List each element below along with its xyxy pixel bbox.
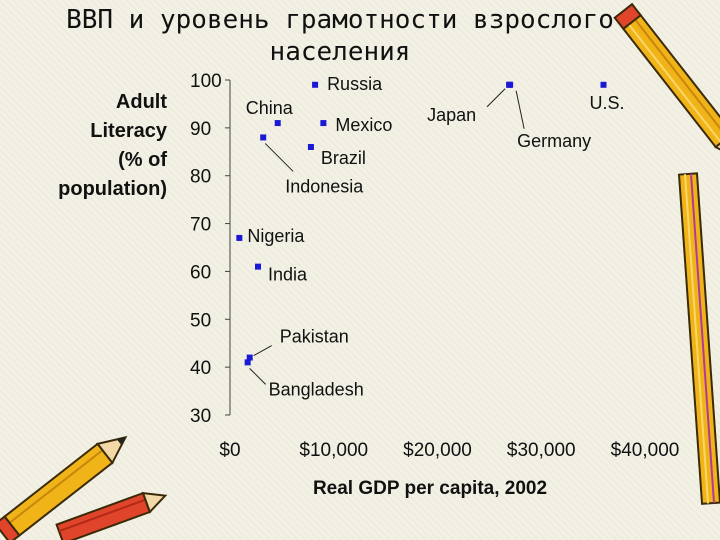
slide-title: ВВП и уровень грамотности взрослого насе… [66,5,614,67]
y-axis-label-line: population) [58,178,167,200]
y-tick-label: 40 [190,358,211,379]
label-leader-line [253,345,272,357]
label-leader-line [249,368,266,385]
scatter-point [600,81,607,88]
pencil-icon [613,2,720,163]
point-label: Germany [517,131,591,151]
scatter-point [320,120,327,127]
x-tick-label: $10,000 [299,440,368,461]
label-leader-line [486,88,506,108]
scatter-point [260,134,267,141]
scatter-point [236,234,243,241]
y-tick-label: 90 [190,119,211,140]
y-tick-label: 50 [190,310,211,331]
y-axis-label-line: Literacy [90,120,167,142]
point-label: Russia [327,74,383,94]
scatter-point [246,354,253,361]
y-axis-label: Adult Literacy (% of population) [58,88,167,204]
y-tick-label: 60 [190,262,211,283]
point-label: China [246,98,294,118]
label-leader-line [264,143,294,172]
x-tick-label: $30,000 [507,440,576,461]
scatter-point [255,263,262,270]
point-label: Nigeria [247,226,305,246]
point-label: Japan [427,105,476,125]
x-axis-label: Real GDP per capita, 2002 [312,478,548,499]
pencil-icon [677,172,720,505]
point-label: Bangladesh [269,379,364,399]
label-leader-line [515,90,525,129]
y-tick-label: 30 [190,406,211,427]
scatter-point [244,359,251,366]
point-label: U.S. [590,93,625,113]
scatter-point [274,120,281,127]
scatter-point [506,81,513,88]
y-tick-label: 80 [190,167,211,188]
x-tick-label: $40,000 [611,440,680,461]
point-label: Brazil [321,148,366,168]
pencils-icon [0,435,168,540]
y-axis-label-line: (% of [118,149,167,171]
x-tick-label: $0 [219,440,240,461]
point-label: Mexico [335,115,392,135]
point-label: Pakistan [280,327,349,347]
x-tick-label: $20,000 [403,440,472,461]
point-label: Indonesia [285,176,364,196]
y-tick-label: 70 [190,215,211,236]
scatter-point [312,81,319,88]
y-tick-label: 100 [190,71,222,92]
point-label: India [268,265,308,285]
scatter-point [307,144,314,150]
y-axis-label-line: Adult [115,91,167,113]
